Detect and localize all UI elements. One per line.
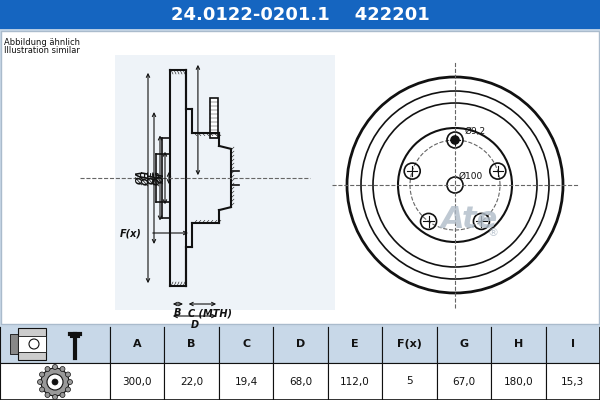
- Text: 180,0: 180,0: [503, 376, 533, 386]
- Text: E: E: [351, 339, 359, 349]
- Text: G: G: [460, 339, 469, 349]
- Text: Ate: Ate: [442, 206, 499, 234]
- Bar: [382, 362, 437, 400]
- Text: 68,0: 68,0: [289, 376, 312, 386]
- Circle shape: [67, 380, 73, 384]
- Text: ØE: ØE: [148, 171, 157, 185]
- Bar: [219, 325, 274, 362]
- Circle shape: [52, 379, 58, 385]
- Bar: [437, 362, 491, 400]
- Text: ØI: ØI: [157, 172, 166, 184]
- Text: 67,0: 67,0: [452, 376, 475, 386]
- Circle shape: [450, 135, 460, 145]
- Circle shape: [60, 392, 65, 398]
- Bar: [328, 362, 382, 400]
- Text: 24.0122-0201.1    422201: 24.0122-0201.1 422201: [170, 6, 430, 24]
- Bar: [110, 362, 164, 400]
- Circle shape: [47, 374, 63, 390]
- Text: C: C: [242, 339, 250, 349]
- Text: H: H: [514, 339, 523, 349]
- Text: ØA: ØA: [136, 171, 145, 185]
- Text: 22,0: 22,0: [180, 376, 203, 386]
- Text: D: D: [296, 339, 305, 349]
- Text: Abbildung ähnlich: Abbildung ähnlich: [4, 38, 80, 47]
- Text: F(x): F(x): [397, 339, 422, 349]
- Text: D: D: [190, 320, 199, 330]
- Bar: [10, 334, 18, 354]
- Bar: [382, 325, 437, 362]
- Text: 15,3: 15,3: [561, 376, 584, 386]
- Bar: [210, 98, 218, 138]
- Bar: [164, 362, 219, 400]
- Text: A: A: [133, 339, 142, 349]
- Bar: [219, 362, 274, 400]
- Text: ®: ®: [487, 228, 499, 238]
- Text: I: I: [571, 339, 575, 349]
- Bar: [18, 336, 46, 352]
- Text: 300,0: 300,0: [122, 376, 152, 386]
- Bar: [328, 325, 382, 362]
- Bar: [274, 362, 328, 400]
- Text: Ø100: Ø100: [459, 172, 483, 181]
- Bar: [0, 30, 600, 325]
- Text: 5: 5: [406, 376, 413, 386]
- Circle shape: [60, 366, 65, 372]
- Text: 19,4: 19,4: [235, 376, 258, 386]
- Circle shape: [29, 339, 39, 349]
- Circle shape: [45, 392, 50, 398]
- Bar: [0, 362, 110, 400]
- Text: ØG: ØG: [153, 170, 162, 186]
- Bar: [437, 325, 491, 362]
- Bar: [1, 31, 599, 324]
- Bar: [0, 325, 110, 362]
- Circle shape: [37, 380, 43, 384]
- Circle shape: [45, 366, 50, 372]
- Bar: [0, 30, 600, 325]
- Bar: [545, 325, 600, 362]
- Text: C (MTH): C (MTH): [188, 308, 232, 318]
- Circle shape: [40, 372, 44, 377]
- Bar: [491, 362, 545, 400]
- Circle shape: [53, 394, 58, 400]
- Text: B: B: [174, 308, 182, 318]
- Bar: [545, 362, 600, 400]
- Bar: [0, 325, 600, 400]
- Circle shape: [41, 368, 69, 396]
- Circle shape: [40, 387, 44, 392]
- Circle shape: [65, 372, 70, 377]
- Text: ØH: ØH: [142, 170, 151, 186]
- Bar: [0, 0, 600, 30]
- Bar: [110, 325, 164, 362]
- Text: Illustration similar: Illustration similar: [4, 46, 80, 55]
- Bar: [115, 55, 335, 310]
- Text: 112,0: 112,0: [340, 376, 370, 386]
- Text: F(x): F(x): [120, 228, 142, 238]
- Bar: [18, 328, 46, 360]
- Circle shape: [65, 387, 70, 392]
- Bar: [274, 325, 328, 362]
- Text: B: B: [187, 339, 196, 349]
- Bar: [491, 325, 545, 362]
- Bar: [164, 325, 219, 362]
- Text: Ø9,2: Ø9,2: [465, 127, 486, 136]
- Circle shape: [53, 364, 58, 370]
